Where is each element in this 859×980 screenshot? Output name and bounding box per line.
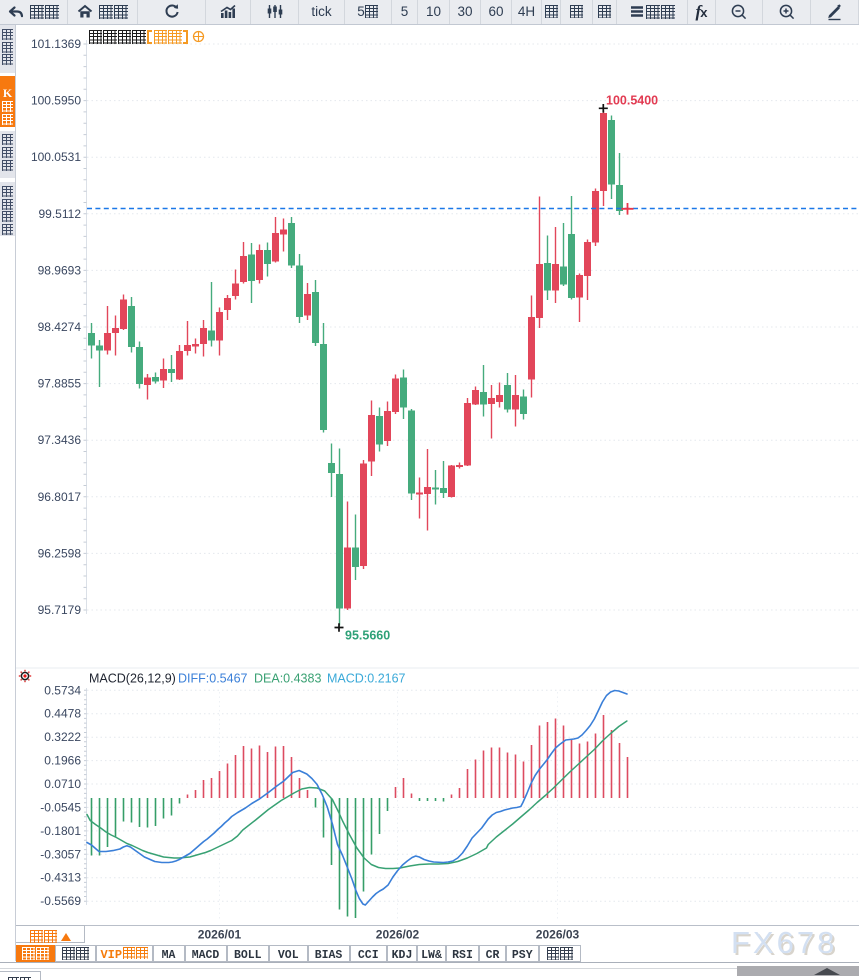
- svg-text:0.1966: 0.1966: [44, 754, 81, 768]
- svg-text:DIFF:0.5467: DIFF:0.5467: [178, 672, 248, 686]
- svg-text:100.5400: 100.5400: [606, 94, 658, 108]
- svg-text:96.2598: 96.2598: [38, 546, 82, 560]
- svg-text:2026/01: 2026/01: [198, 928, 242, 942]
- svg-text:98.4274: 98.4274: [38, 320, 82, 334]
- svg-text:-0.5569: -0.5569: [40, 894, 81, 908]
- svg-text:-0.1801: -0.1801: [40, 824, 81, 838]
- svg-text:100.5950: 100.5950: [31, 94, 81, 108]
- svg-text:0.0710: 0.0710: [44, 777, 81, 791]
- svg-text:99.5112: 99.5112: [39, 207, 82, 221]
- svg-text:97.8855: 97.8855: [38, 377, 82, 391]
- svg-text:101.1369: 101.1369: [31, 37, 81, 51]
- svg-text:97.3436: 97.3436: [38, 433, 82, 447]
- svg-text:100.0531: 100.0531: [31, 150, 81, 164]
- svg-text:95.7179: 95.7179: [38, 603, 82, 617]
- svg-text:0.5734: 0.5734: [44, 683, 81, 697]
- svg-text:-0.4313: -0.4313: [40, 871, 81, 885]
- svg-text:0.3222: 0.3222: [44, 730, 81, 744]
- svg-text:DEA:0.4383: DEA:0.4383: [254, 672, 321, 686]
- svg-text:0.4478: 0.4478: [44, 707, 81, 721]
- svg-text:95.5660: 95.5660: [345, 629, 390, 643]
- svg-text:2026/02: 2026/02: [376, 928, 420, 942]
- svg-text:98.9693: 98.9693: [38, 263, 82, 277]
- svg-text:-0.3057: -0.3057: [40, 847, 81, 861]
- svg-text:2026/03: 2026/03: [536, 928, 580, 942]
- svg-text:96.8017: 96.8017: [38, 490, 82, 504]
- svg-text:FX678: FX678: [731, 925, 837, 960]
- svg-text:MACD(26,12,9): MACD(26,12,9): [89, 672, 176, 686]
- svg-text:-0.0545: -0.0545: [40, 800, 81, 814]
- svg-text:FX678: FX678: [733, 927, 839, 962]
- svg-text:MACD:0.2167: MACD:0.2167: [327, 672, 406, 686]
